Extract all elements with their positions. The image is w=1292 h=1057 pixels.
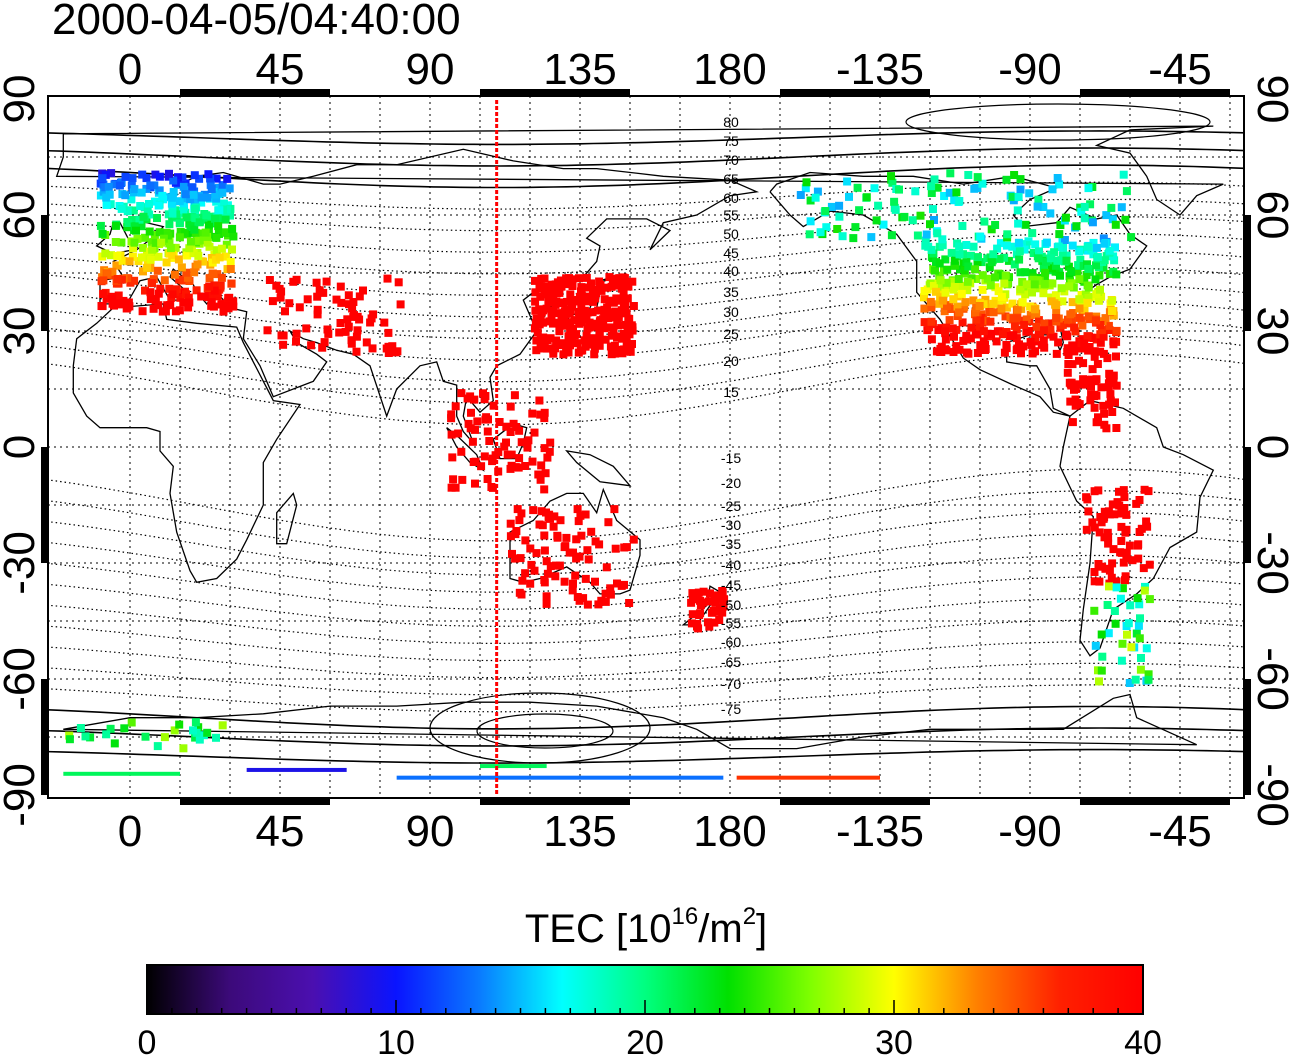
right-lat-label: -60 [1248,647,1292,711]
top-lon-label: 135 [543,45,616,94]
left-lat-label: -90 [0,763,44,827]
top-lon-label: -45 [1148,45,1212,94]
left-lat-label: -30 [0,531,44,595]
colorbar-title-suffix: ] [756,907,768,951]
top-lon-label: 180 [693,45,766,94]
bottom-lon-label: -45 [1148,807,1212,856]
right-lat-label: 90 [1248,75,1292,124]
left-lat-label: 0 [0,435,44,459]
contour-label: -55 [721,615,741,631]
bottom-lon-label: 90 [406,807,455,856]
bottom-lon-label: -90 [998,807,1062,856]
contour-label: 15 [723,384,739,400]
contour-label: 65 [723,171,739,187]
bottom-lon-label: 0 [118,807,142,856]
contour-label: -35 [721,536,741,552]
right-lat-label: -90 [1248,763,1292,827]
colorbar-ticks: 0 10 20 30 40 [138,1000,1162,1057]
contour-label: -15 [721,450,741,466]
top-lon-label: -90 [998,45,1062,94]
left-lat-label: 60 [0,191,44,240]
colorbar-title-exp2: 2 [742,903,757,930]
top-lon-label: 90 [406,45,455,94]
contour-label: -60 [721,634,741,650]
contour-label: -45 [721,577,741,593]
colorbar-title-mid: /m [698,907,743,951]
bottom-lon-label: 180 [693,807,766,856]
right-lat-label: -30 [1248,531,1292,595]
colorbar-tick-label: 20 [626,1024,664,1057]
contour-label: 20 [723,353,739,369]
contour-label: 35 [723,284,739,300]
right-lat-label: 60 [1248,191,1292,240]
axis-bars [41,89,1251,805]
colorbar-tick-label: 40 [1124,1024,1162,1057]
contour-label: 60 [723,190,739,206]
right-lat-label: 30 [1248,307,1292,356]
colorbar-title: TEC [1016/m2] [0,903,1292,952]
contour-label: 70 [723,152,739,168]
contour-label: 40 [723,263,739,279]
left-lat-label: 30 [0,307,44,356]
contour-label: 55 [723,207,739,223]
bottom-lon-label: -135 [836,807,924,856]
contour-label: -50 [721,597,741,613]
plot-timestamp: 2000-04-05/04:40:00 [52,0,461,44]
top-lon-label: 0 [118,45,142,94]
colorbar-title-prefix: TEC [10 [524,907,672,951]
right-lat-label: 0 [1248,435,1292,459]
tec-observations [63,169,1154,780]
contour-label: -65 [721,654,741,670]
left-lat-label: -60 [0,647,44,711]
contour-label: 50 [723,226,739,242]
contour-label: -75 [721,701,741,717]
contour-label: 45 [723,245,739,261]
top-lon-label: 45 [256,45,305,94]
colorbar-tick-label: 0 [138,1024,157,1057]
top-lon-label: -135 [836,45,924,94]
contour-label: 30 [723,304,739,320]
left-lat-label: 90 [0,75,44,124]
colorbar-tick-label: 10 [377,1024,415,1057]
contour-label: -70 [721,676,741,692]
colorbar-tick-label: 30 [875,1024,913,1057]
contour-label: 25 [723,326,739,342]
bottom-lon-label: 135 [543,807,616,856]
contour-label: 80 [723,114,739,130]
contour-label: -40 [721,557,741,573]
contour-label: -20 [721,475,741,491]
colorbar-title-exp1: 16 [671,903,699,930]
bottom-lon-label: 45 [256,807,305,856]
contour-label: -25 [721,498,741,514]
contour-label: -30 [721,517,741,533]
axis-tick-labels: 0 45 90 135 180 -135 -90 -450 45 90 135 180 -135 -90-… [0,45,1292,856]
contour-label: 75 [723,133,739,149]
